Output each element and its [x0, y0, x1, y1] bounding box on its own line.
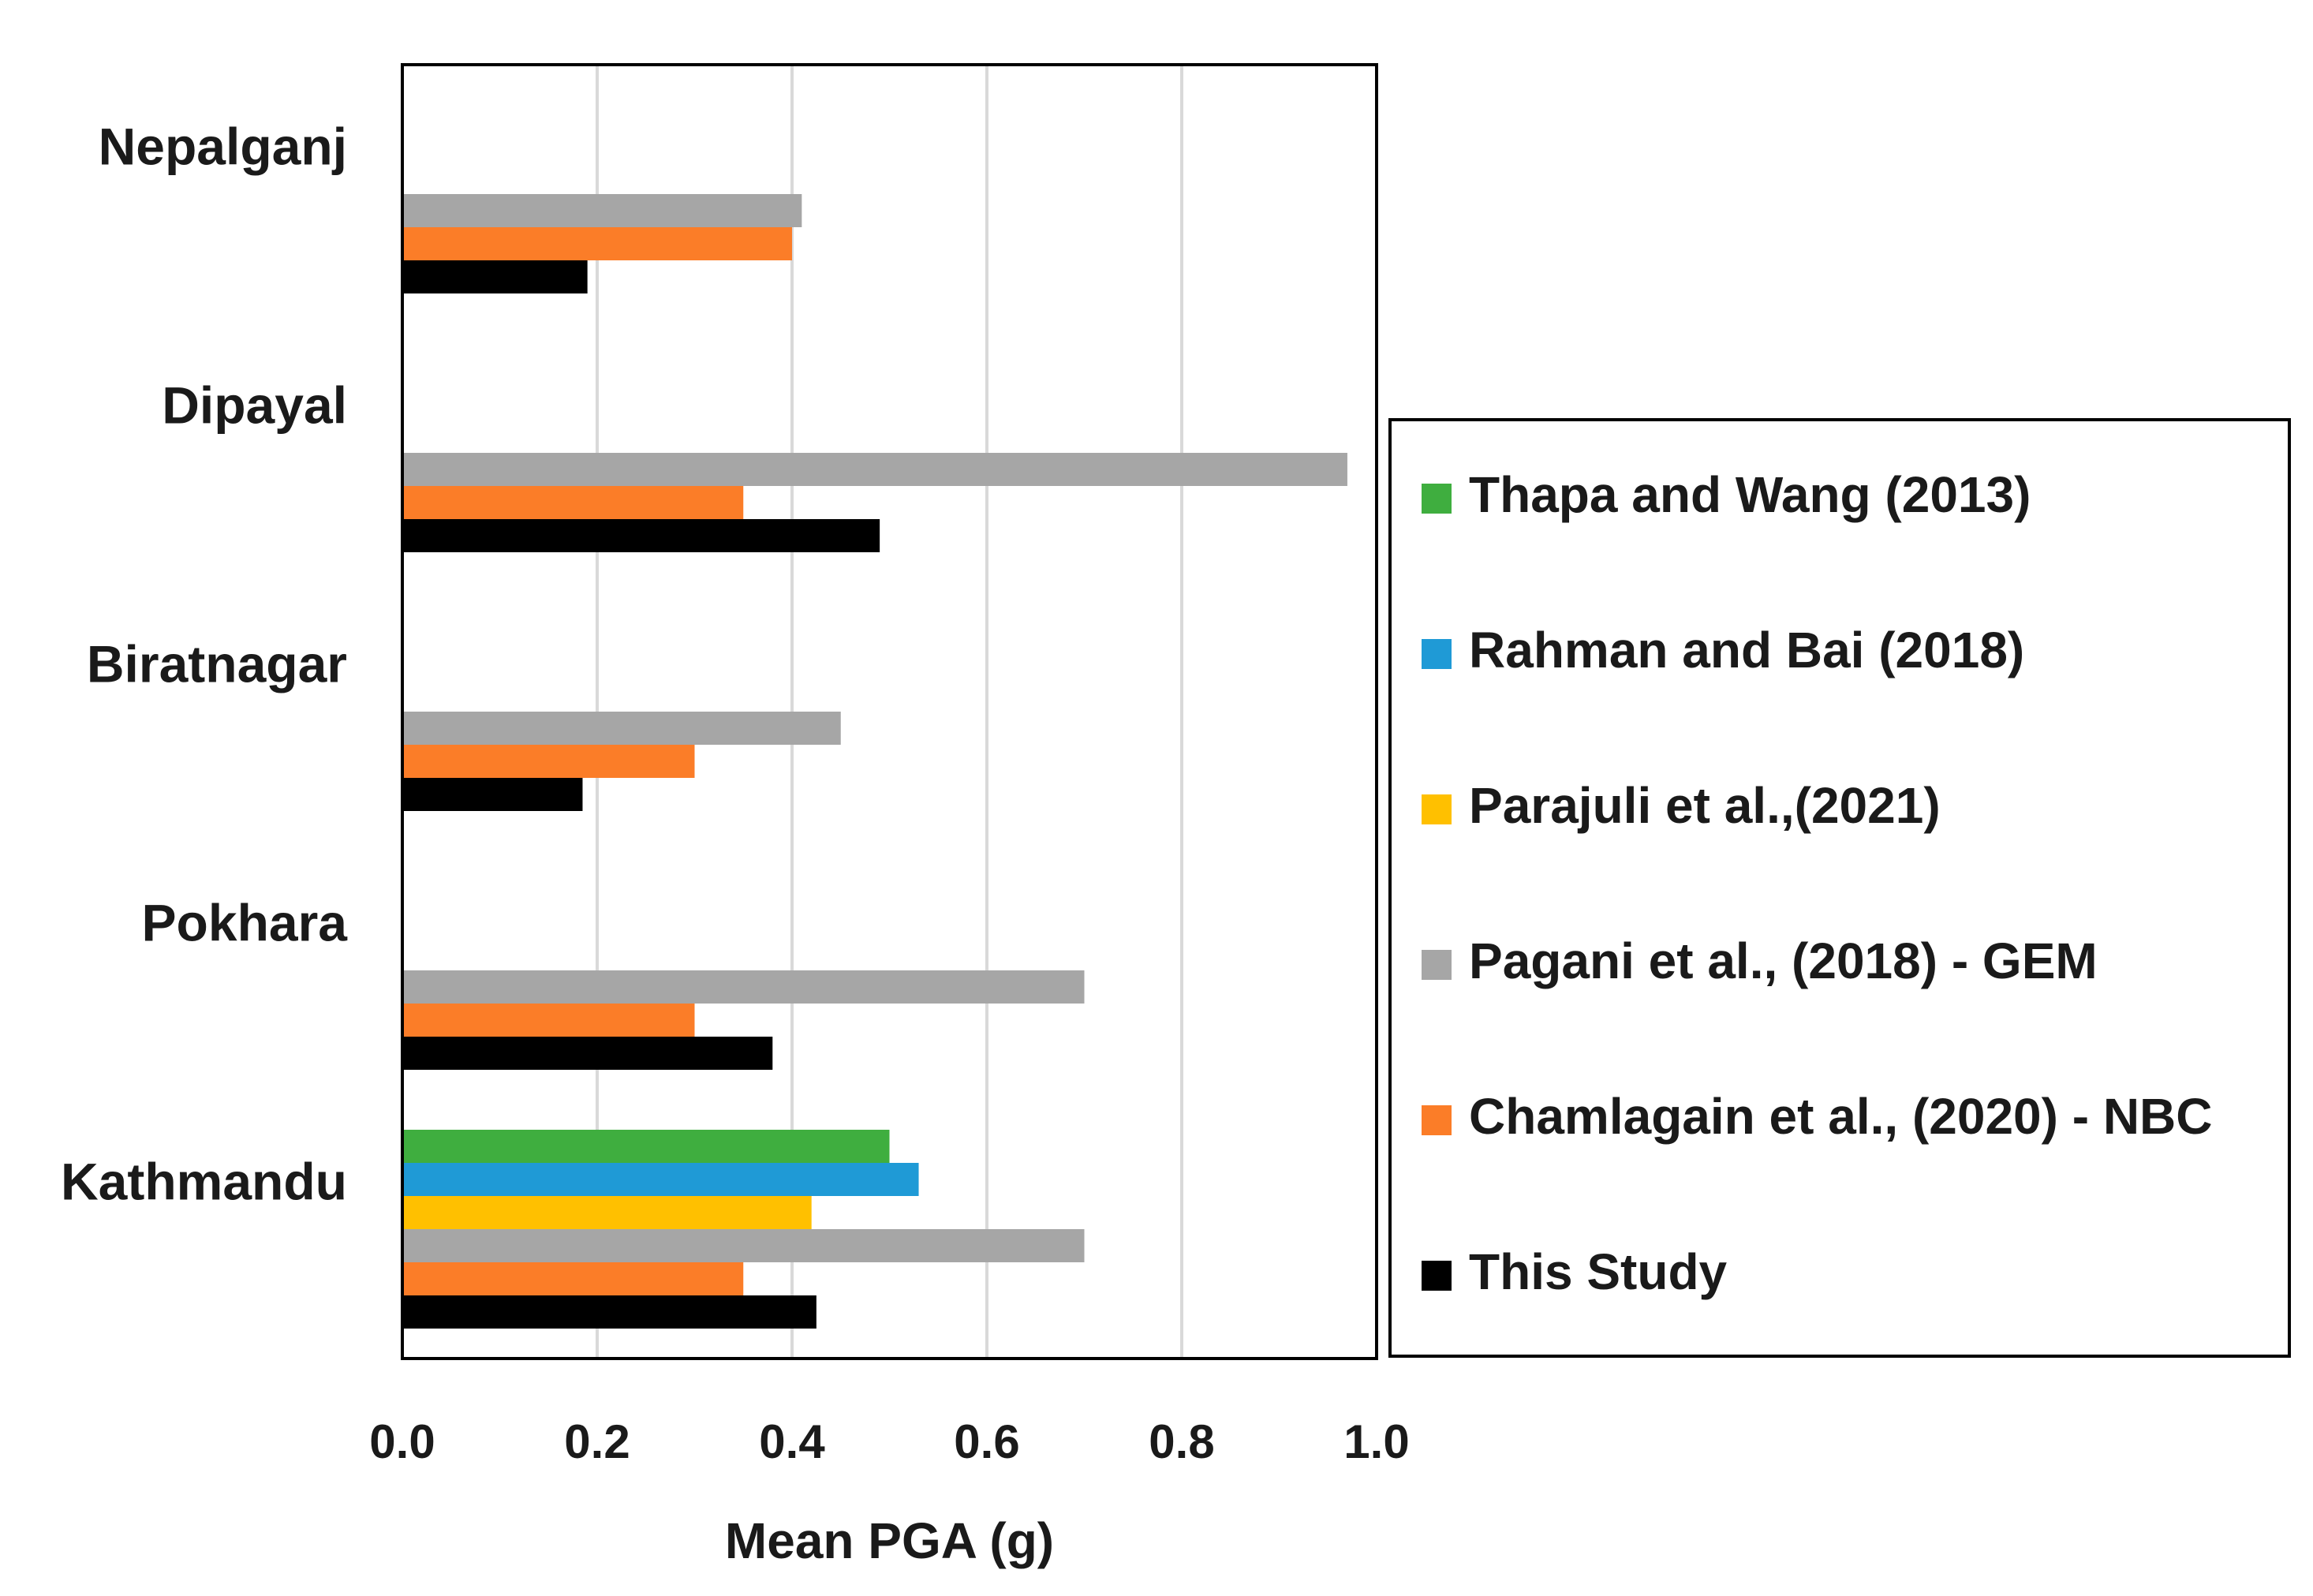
legend-swatch — [1422, 1261, 1452, 1291]
x-tick-label-4: 0.8 — [1149, 1415, 1214, 1468]
bar-kathmandu-pagani-et-al-2018-gem — [402, 1229, 1085, 1262]
bar-nepalganj-pagani-et-al-2018-gem — [402, 194, 802, 227]
bar-kathmandu-parajuli-et-al-2021 — [402, 1196, 812, 1229]
x-tick-label-0: 0.0 — [369, 1415, 435, 1468]
legend: Thapa and Wang (2013) Rahman and Bai (201… — [1388, 418, 2291, 1358]
legend-label: Parajuli et al.,(2021) — [1469, 777, 1941, 834]
x-tick-label-1: 0.2 — [564, 1415, 630, 1468]
x-tick-label-3: 0.6 — [954, 1415, 1019, 1468]
bar-kathmandu-rahman-and-bai-2018 — [402, 1163, 919, 1196]
bar-dipayal-chamlagain-et-al-2020-nbc — [402, 486, 744, 519]
legend-swatch — [1422, 484, 1452, 514]
legend-item-chamlagain-et-al-2020-nbc: Chamlagain et al., (2020) - NBC — [1422, 1088, 2212, 1145]
bar-pokhara-this-study — [402, 1037, 773, 1070]
x-tick-label-2: 0.4 — [759, 1415, 825, 1468]
legend-item-this-study: This Study — [1422, 1243, 1728, 1300]
x-tick-labels: 0.0 0.2 0.4 0.6 0.8 1.0 — [369, 1415, 1409, 1468]
legend-item-parajuli-et-al-2021: Parajuli et al.,(2021) — [1422, 777, 1941, 834]
legend-label: Chamlagain et al., (2020) - NBC — [1469, 1088, 2212, 1145]
bar-pokhara-chamlagain-et-al-2020-nbc — [402, 1004, 695, 1037]
legend-label: Thapa and Wang (2013) — [1469, 466, 2031, 523]
bar-kathmandu-chamlagain-et-al-2020-nbc — [402, 1262, 744, 1295]
category-label-biratnagar: Biratnagar — [87, 634, 347, 693]
bar-nepalganj-chamlagain-et-al-2020-nbc — [402, 227, 792, 260]
bars — [402, 194, 1347, 1329]
legend-label: This Study — [1469, 1243, 1728, 1300]
legend-swatch — [1422, 639, 1452, 669]
bar-kathmandu-this-study — [402, 1295, 816, 1329]
legend-item-rahman-and-bai-2018: Rahman and Bai (2018) — [1422, 622, 2024, 678]
category-label-dipayal: Dipayal — [162, 376, 347, 434]
legend-item-thapa-and-wang-2013: Thapa and Wang (2013) — [1422, 466, 2031, 523]
category-labels: Nepalganj Dipayal Biratnagar Pokhara Kathman… — [61, 117, 348, 1210]
legend-item-pagani-et-al-2018-gem: Pagani et al., (2018) - GEM — [1422, 933, 2098, 989]
legend-label: Rahman and Bai (2018) — [1469, 622, 2024, 678]
bar-dipayal-this-study — [402, 519, 880, 552]
bar-dipayal-pagani-et-al-2018-gem — [402, 453, 1347, 486]
x-tick-label-5: 1.0 — [1343, 1415, 1409, 1468]
category-label-kathmandu: Kathmandu — [61, 1152, 347, 1210]
bar-biratnagar-pagani-et-al-2018-gem — [402, 712, 841, 745]
plot-area-frame — [401, 63, 1378, 1360]
category-label-pokhara: Pokhara — [142, 893, 349, 951]
legend-swatch — [1422, 950, 1452, 980]
bar-nepalganj-this-study — [402, 260, 588, 293]
bar-pokhara-pagani-et-al-2018-gem — [402, 970, 1085, 1004]
legend-swatch — [1422, 794, 1452, 824]
legend-frame — [1388, 418, 2291, 1358]
legend-label: Pagani et al., (2018) - GEM — [1469, 933, 2098, 989]
x-axis-title: Mean PGA (g) — [725, 1512, 1054, 1569]
category-label-nepalganj: Nepalganj — [99, 117, 347, 175]
bar-kathmandu-thapa-and-wang-2013 — [402, 1130, 890, 1163]
bar-biratnagar-chamlagain-et-al-2020-nbc — [402, 745, 695, 778]
legend-swatch — [1422, 1105, 1452, 1135]
bar-biratnagar-this-study — [402, 778, 583, 811]
